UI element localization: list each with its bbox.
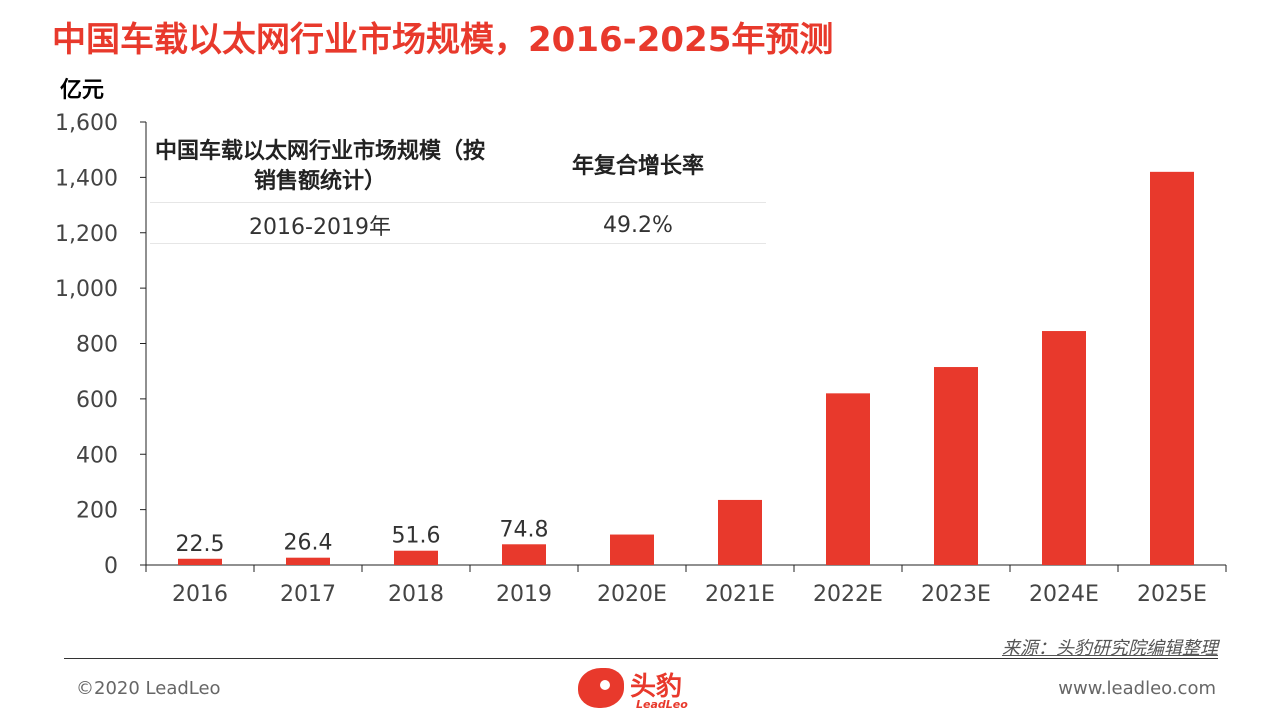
x-tick-label: 2018 bbox=[388, 582, 444, 607]
bar-2021E bbox=[718, 499, 762, 565]
y-tick-label: 1,200 bbox=[55, 222, 118, 247]
y-tick-label: 0 bbox=[104, 554, 118, 579]
data-label: 51.6 bbox=[392, 524, 441, 549]
x-tick-label: 2016 bbox=[172, 582, 228, 607]
website-link[interactable]: www.leadleo.com bbox=[1058, 678, 1216, 699]
bar-2017 bbox=[286, 557, 330, 565]
y-tick-label: 1,600 bbox=[55, 111, 118, 136]
logo-text: 头豹 bbox=[630, 672, 683, 702]
bar-2025E bbox=[1150, 171, 1194, 565]
x-tick-label: 2022E bbox=[813, 582, 883, 607]
cagr-value: 49.2% bbox=[603, 212, 673, 238]
y-axis-unit: 亿元 bbox=[60, 78, 105, 103]
logo-subtext: LeadLeo bbox=[636, 698, 688, 711]
bar-2016 bbox=[178, 558, 222, 565]
bar-2020E bbox=[610, 534, 654, 565]
y-tick-label: 200 bbox=[76, 499, 118, 524]
bar-2019 bbox=[502, 544, 546, 565]
x-tick-label: 2025E bbox=[1137, 582, 1207, 607]
y-tick-label: 1,000 bbox=[55, 277, 118, 302]
y-tick-label: 800 bbox=[76, 333, 118, 358]
y-tick-label: 600 bbox=[76, 388, 118, 413]
data-label: 74.8 bbox=[500, 517, 549, 542]
bar-2024E bbox=[1042, 331, 1086, 565]
x-tick-label: 2019 bbox=[496, 582, 552, 607]
table-divider bbox=[150, 202, 766, 203]
x-tick-label: 2020E bbox=[597, 582, 667, 607]
copyright-text: ©2020 LeadLeo bbox=[76, 678, 221, 699]
data-label: 26.4 bbox=[284, 531, 333, 556]
x-tick-label: 2017 bbox=[280, 582, 336, 607]
bar-2018 bbox=[394, 550, 438, 565]
x-tick-label: 2021E bbox=[705, 582, 775, 607]
bar-2023E bbox=[934, 367, 978, 565]
page-title: 中国车载以太网行业市场规模，2016-2025年预测 bbox=[52, 20, 834, 60]
leadleo-logo: 头豹 LeadLeo bbox=[578, 664, 702, 716]
footer-divider bbox=[64, 658, 1218, 659]
bar-2022E bbox=[826, 393, 870, 565]
x-tick-label: 2024E bbox=[1029, 582, 1099, 607]
source-note: 来源：头豹研究院编辑整理 bbox=[1002, 638, 1218, 659]
y-tick-label: 1,400 bbox=[55, 166, 118, 191]
cagr-period: 2016-2019年 bbox=[249, 215, 391, 240]
x-tick-label: 2023E bbox=[921, 582, 991, 607]
y-tick-label: 400 bbox=[76, 443, 118, 468]
data-label: 22.5 bbox=[176, 532, 225, 557]
table-divider bbox=[150, 243, 766, 244]
leopard-icon bbox=[578, 668, 624, 708]
cagr-header-scale: 中国车载以太网行业市场规模（按销售额统计） bbox=[154, 139, 485, 194]
cagr-header-rate: 年复合增长率 bbox=[571, 154, 704, 179]
